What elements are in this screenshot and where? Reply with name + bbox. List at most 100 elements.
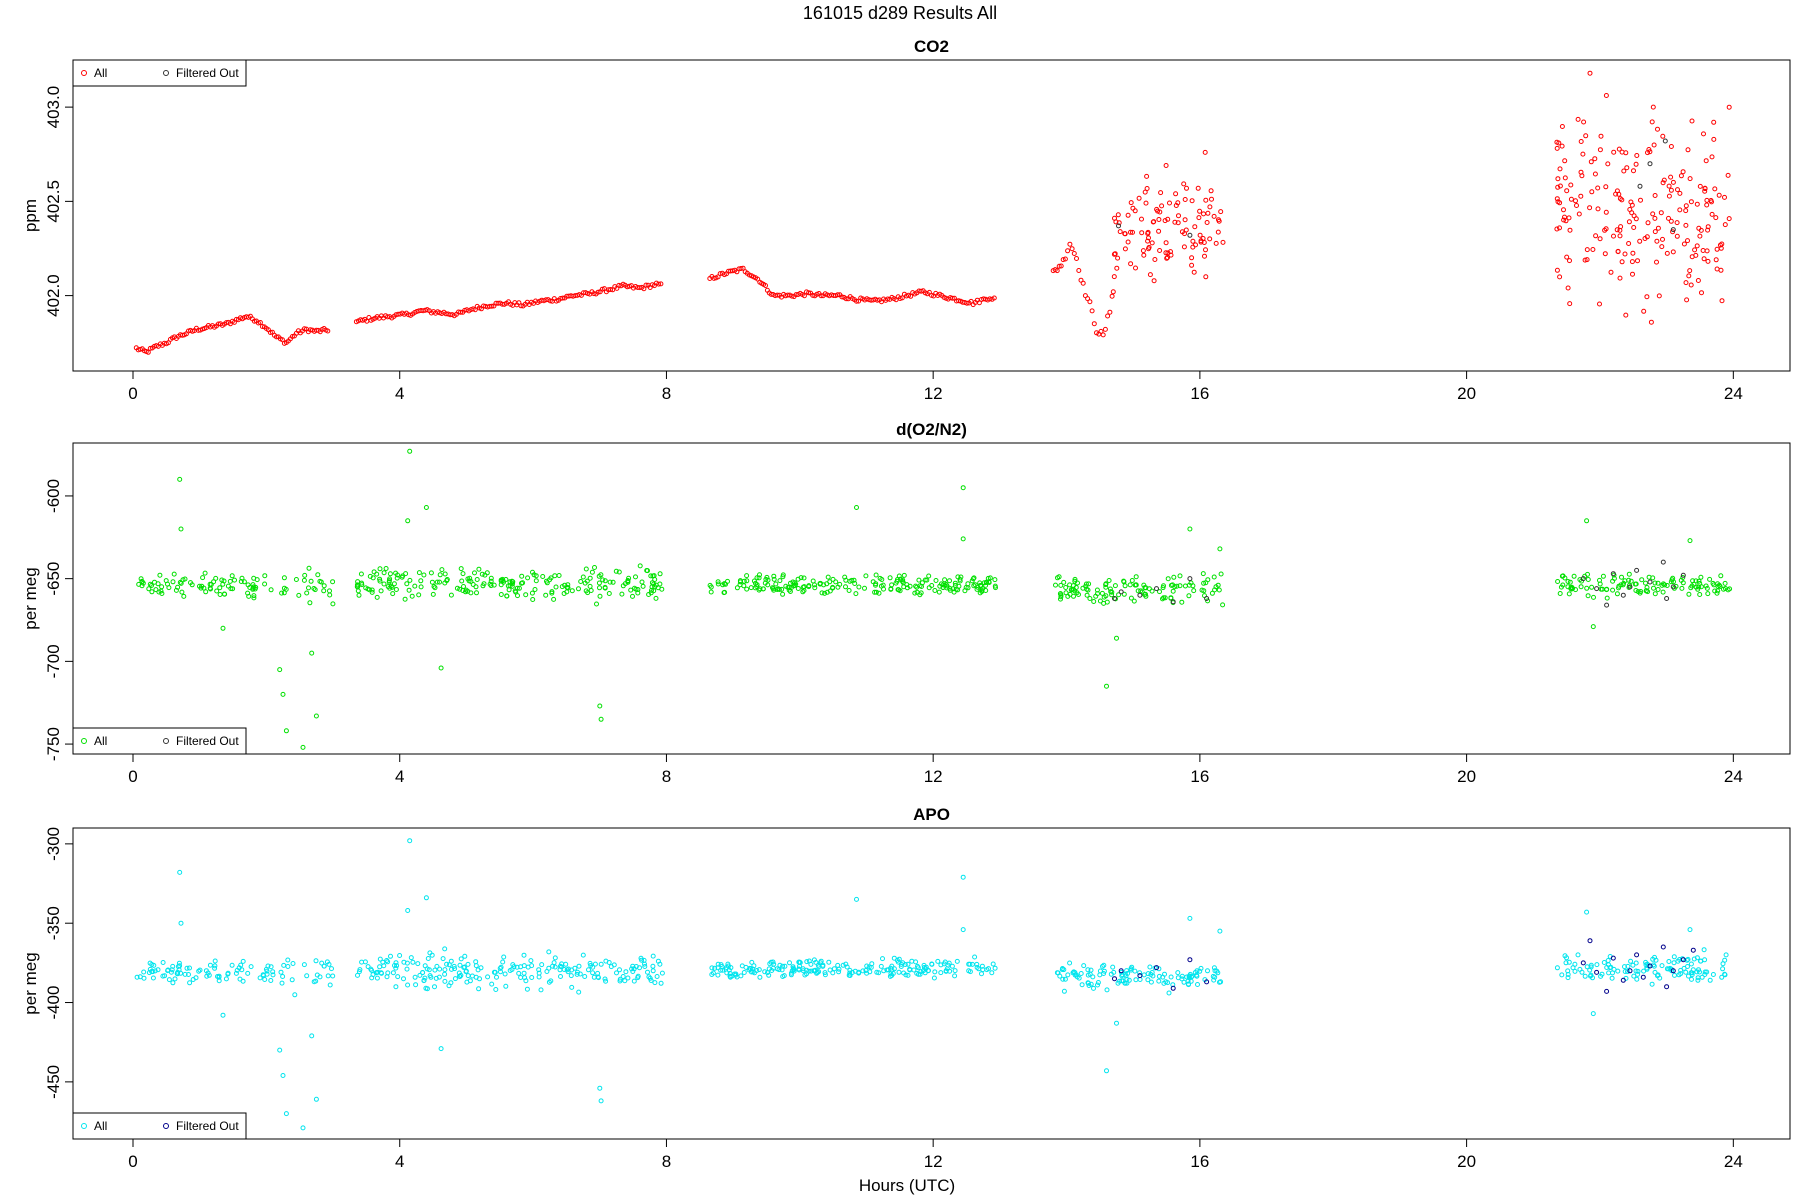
data-point-all: [1110, 964, 1116, 970]
data-point-all: [216, 978, 222, 984]
data-point-all: [1195, 982, 1200, 987]
data-point-all: [874, 297, 880, 303]
data-point-all: [721, 581, 727, 587]
data-point-all: [650, 953, 656, 959]
data-point-all: [423, 985, 429, 991]
data-point-all: [371, 569, 377, 575]
data-point-all: [728, 965, 734, 971]
data-point-filtered-out: [1637, 183, 1643, 189]
data-point-all: [795, 586, 801, 591]
data-point-all: [1130, 229, 1135, 235]
data-point-all: [929, 292, 934, 298]
data-point-all: [1666, 966, 1672, 972]
data-point-all: [1687, 927, 1693, 933]
data-point-all: [914, 970, 920, 976]
data-point-all: [1182, 197, 1188, 202]
data-point-all: [1108, 971, 1114, 977]
y-tick-label: -700: [44, 644, 63, 678]
data-point-all: [659, 970, 665, 976]
data-point-all: [1660, 133, 1666, 139]
data-point-all: [1557, 274, 1563, 280]
data-point-all: [619, 591, 625, 597]
data-point-all: [254, 577, 260, 583]
data-point-all: [510, 579, 516, 585]
data-point-all: [1726, 104, 1732, 110]
data-point-all: [1585, 577, 1591, 582]
data-point-all: [972, 954, 978, 960]
data-point-all: [220, 1012, 226, 1018]
data-point-all: [1686, 973, 1691, 979]
data-point-all: [1689, 976, 1694, 982]
data-point-all: [1590, 247, 1596, 252]
data-point-all: [1107, 309, 1113, 315]
data-point-all: [1111, 251, 1117, 257]
data-point-all: [208, 582, 214, 587]
data-point-all: [583, 566, 589, 572]
data-point-all: [473, 959, 479, 965]
data-point-all: [412, 583, 418, 589]
data-point-all: [909, 958, 915, 964]
data-point-all: [220, 581, 226, 587]
data-point-all: [721, 590, 727, 596]
data-point-all: [1603, 209, 1609, 215]
data-point-all: [1608, 269, 1614, 275]
data-point-all: [640, 583, 646, 589]
data-point-all: [1676, 972, 1682, 978]
data-point-all: [586, 967, 591, 973]
data-point-all: [1156, 973, 1162, 979]
data-point-all: [723, 966, 729, 972]
data-point-all: [1577, 966, 1583, 972]
data-point-all: [597, 1085, 603, 1091]
data-point-all: [874, 969, 880, 975]
data-point-all: [393, 960, 399, 966]
data-point-all: [1670, 249, 1676, 255]
data-point-all: [1058, 582, 1064, 588]
data-point-all: [569, 588, 575, 594]
data-point-all: [1594, 962, 1600, 968]
data-point-all: [1573, 587, 1578, 593]
data-point-all: [590, 964, 596, 970]
data-point-all: [462, 953, 468, 959]
data-point-all: [1584, 909, 1590, 915]
data-point-all: [404, 581, 410, 587]
data-point-all: [739, 963, 745, 969]
data-point-all: [1588, 972, 1594, 978]
data-point-all: [1628, 199, 1634, 205]
data-point-all: [1684, 297, 1690, 303]
data-point-all: [787, 960, 792, 966]
data-point-all: [530, 597, 536, 602]
data-point-all: [1578, 139, 1584, 144]
data-point-all: [405, 908, 411, 913]
data-point-all: [438, 665, 444, 671]
data-point-all: [1584, 247, 1590, 253]
data-point-all: [596, 580, 602, 586]
data-point-all: [141, 969, 147, 975]
data-point-filtered-out: [1670, 227, 1676, 233]
data-point-all: [402, 596, 408, 602]
data-point-all: [822, 590, 828, 596]
data-point-all: [1623, 150, 1629, 156]
data-point-all: [653, 595, 659, 601]
data-point-all: [789, 968, 795, 974]
data-point-all: [417, 972, 423, 978]
data-point-all: [1584, 585, 1590, 591]
data-point-all: [428, 570, 434, 576]
data-point-all: [1089, 308, 1095, 314]
data-point-all: [538, 987, 544, 993]
data-point-all: [227, 578, 233, 584]
data-point-all: [1079, 982, 1085, 988]
x-tick-label: 16: [1190, 384, 1209, 403]
data-point-all: [134, 974, 140, 980]
data-point-all: [654, 974, 660, 979]
data-point-all: [385, 970, 391, 976]
data-point-all: [199, 583, 205, 589]
data-point-all: [301, 962, 307, 968]
data-point-all: [839, 294, 845, 300]
data-point-all: [1646, 574, 1652, 580]
data-point-all: [1168, 249, 1173, 255]
data-point-all: [738, 266, 744, 271]
data-point-all: [962, 588, 968, 594]
data-point-all: [889, 582, 895, 588]
data-point-all: [283, 1111, 289, 1117]
